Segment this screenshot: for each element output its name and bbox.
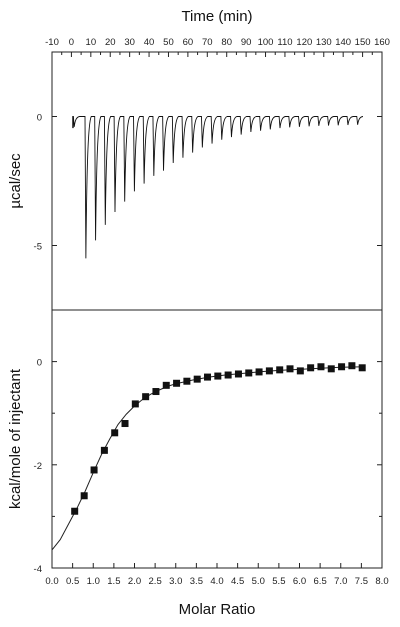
thermogram-x-tick-label: 0 — [69, 37, 74, 48]
thermogram-x-tick-label: 70 — [202, 37, 213, 48]
thermogram-y-ticks: 0 -5 — [34, 113, 382, 253]
isotherm-data-point — [265, 367, 273, 375]
isotherm-x-tick-label: 7.0 — [334, 576, 347, 587]
thermogram-x-tick-label: 150 — [355, 37, 371, 48]
isotherm-x-tick-label: 2.5 — [149, 576, 162, 587]
isotherm-x-tick-label: 5.0 — [252, 576, 265, 587]
isotherm-y-ticks: 0 -2 -4 — [34, 358, 382, 575]
thermogram-panel: Time (min) µcal/sec -10 0 10 20 30 40 50 60 70 80… — [7, 8, 390, 311]
isotherm-data-point — [276, 366, 284, 374]
isotherm-x-tick-label: 2.0 — [128, 576, 141, 587]
thermogram-x-tick-label: 160 — [374, 37, 390, 48]
thermogram-trace — [72, 116, 364, 259]
isotherm-x-ticks: 0.0 0.5 1.0 1.5 2.0 2.5 3.0 3.5 4.0 4.5 5.0 5.5 6.0 6… — [45, 563, 389, 587]
isotherm-data-point — [121, 420, 129, 428]
isotherm-data-point — [338, 363, 346, 371]
thermogram-x-tick-label: 30 — [124, 37, 135, 48]
isotherm-x-tick-label: 8.0 — [375, 576, 388, 587]
isotherm-data-point — [111, 429, 119, 437]
isotherm-data-point — [131, 400, 139, 408]
thermogram-plot-frame — [51, 51, 383, 311]
isotherm-x-tick-label: 3.5 — [190, 576, 203, 587]
thermogram-x-tick-label: 90 — [241, 37, 252, 48]
isotherm-data-point — [183, 377, 191, 385]
isotherm-x-tick-label: 6.5 — [314, 576, 327, 587]
thermogram-y-tick-label: 0 — [37, 113, 42, 124]
isotherm-data-point — [71, 507, 79, 515]
isotherm-data-point — [327, 365, 335, 373]
thermogram-x-tick-label: 120 — [296, 37, 312, 48]
thermogram-x-axis-title: Time (min) — [181, 8, 252, 25]
isotherm-plot-frame — [51, 309, 383, 569]
thermogram-trace-line — [72, 116, 364, 259]
isotherm-data-point — [358, 364, 366, 372]
isotherm-data-point — [317, 363, 325, 371]
isotherm-x-tick-label: 5.5 — [272, 576, 285, 587]
thermogram-x-tick-label: 110 — [277, 37, 292, 48]
thermogram-x-tick-label: 50 — [163, 37, 174, 48]
isotherm-data-point — [204, 373, 212, 381]
isotherm-data-point — [296, 367, 304, 375]
isotherm-x-tick-label: 0.0 — [45, 576, 58, 587]
thermogram-x-tick-label: 140 — [335, 37, 351, 48]
isotherm-data-point — [245, 369, 253, 377]
isotherm-fit-curve — [51, 366, 366, 551]
isotherm-fit — [51, 366, 366, 551]
isotherm-data-point — [286, 365, 294, 373]
thermogram-y-axis-title: µcal/sec — [7, 153, 24, 209]
isotherm-data-point — [100, 446, 108, 454]
thermogram-x-tick-label: -10 — [45, 37, 59, 48]
isotherm-y-tick-label: 0 — [37, 358, 42, 369]
isotherm-data-point — [214, 372, 222, 380]
isotherm-x-tick-label: 4.0 — [210, 576, 223, 587]
isotherm-y-tick-label: -4 — [34, 564, 42, 575]
isotherm-data-point — [162, 381, 170, 389]
isotherm-data-point — [80, 492, 88, 500]
isotherm-x-tick-label: 7.5 — [355, 576, 368, 587]
isotherm-data-point — [193, 375, 201, 383]
isotherm-data-point — [173, 379, 181, 387]
thermogram-x-tick-label: 20 — [105, 37, 116, 48]
thermogram-x-tick-label: 60 — [183, 37, 194, 48]
isotherm-data-point — [255, 368, 263, 376]
isotherm-x-tick-label: 3.0 — [169, 576, 182, 587]
isotherm-data-point — [90, 466, 98, 474]
isotherm-x-tick-label: 4.5 — [231, 576, 244, 587]
thermogram-y-tick-label: -5 — [34, 242, 42, 253]
isotherm-y-axis-title: kcal/mole of injectant — [7, 368, 24, 509]
thermogram-x-tick-label: 100 — [258, 37, 274, 48]
isotherm-x-tick-label: 1.0 — [87, 576, 100, 587]
thermogram-x-ticks: -10 0 10 20 30 40 50 60 70 80 90 100 110 120 130 140 150… — [45, 37, 390, 57]
isotherm-data-point — [234, 370, 242, 378]
isotherm-x-axis-title: Molar Ratio — [179, 601, 256, 618]
isotherm-data-point — [348, 362, 356, 370]
isotherm-data-point — [152, 388, 160, 396]
isotherm-x-tick-label: 1.5 — [107, 576, 120, 587]
isotherm-y-tick-label: -2 — [34, 461, 42, 472]
thermogram-x-tick-label: 130 — [316, 37, 332, 48]
isotherm-data-point — [224, 371, 232, 379]
binding-isotherm-panel: Molar Ratio kcal/mole of injectant 0.0 0.… — [7, 309, 389, 618]
isotherm-x-tick-label: 0.5 — [66, 576, 79, 587]
thermogram-x-tick-label: 80 — [221, 37, 232, 48]
thermogram-x-tick-label: 40 — [144, 37, 155, 48]
isotherm-data-point — [307, 364, 315, 372]
isotherm-points — [71, 362, 366, 515]
isotherm-data-point — [142, 393, 150, 401]
thermogram-x-tick-label: 10 — [86, 37, 97, 48]
isotherm-x-tick-label: 6.0 — [293, 576, 306, 587]
